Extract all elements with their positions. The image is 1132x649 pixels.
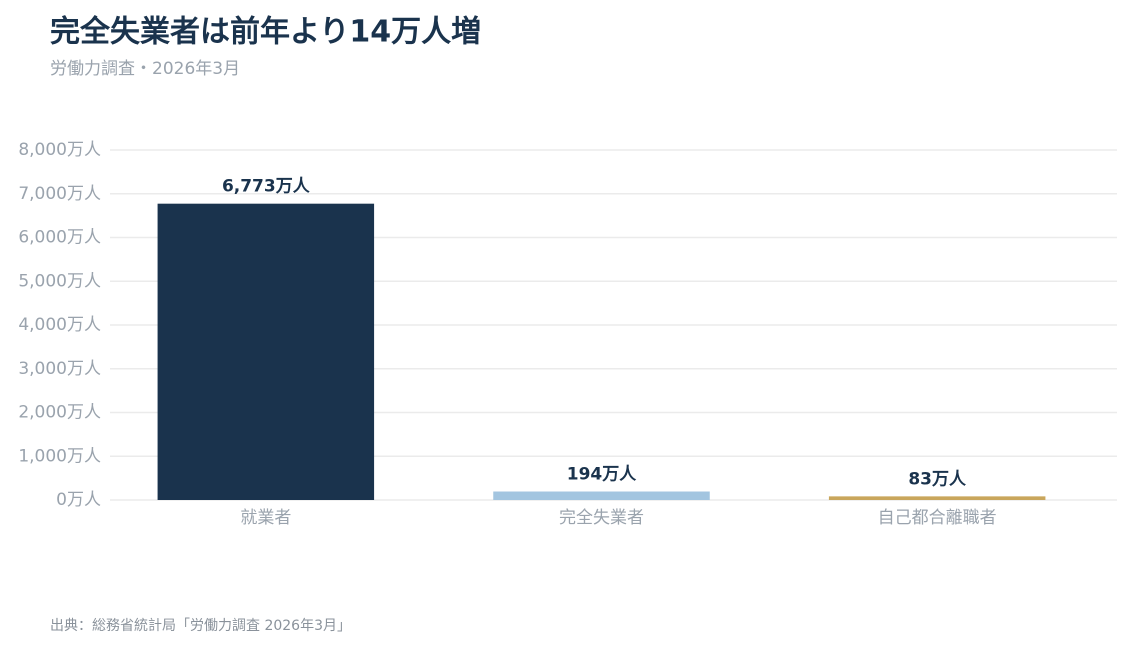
y-tick-label: 2,000万人 xyxy=(18,403,101,423)
x-tick-label: 就業者 xyxy=(240,508,291,528)
value-label: 83万人 xyxy=(908,469,967,489)
y-tick-label: 6,000万人 xyxy=(18,228,101,248)
x-tick-label: 自己都合離職者 xyxy=(878,508,997,528)
y-tick-label: 5,000万人 xyxy=(18,271,101,291)
bar xyxy=(493,491,710,500)
bar xyxy=(157,203,375,500)
value-label: 6,773万人 xyxy=(222,177,311,197)
value-label: 194万人 xyxy=(567,465,637,485)
y-tick-label: 8,000万人 xyxy=(18,140,101,160)
y-tick-label: 1,000万人 xyxy=(18,446,101,466)
bar xyxy=(828,496,1046,500)
chart-subtitle: 労働力調査・2026年3月 xyxy=(50,59,240,79)
y-tick-label: 0万人 xyxy=(56,490,101,510)
y-tick-label: 7,000万人 xyxy=(18,184,101,204)
y-tick-label: 3,000万人 xyxy=(18,359,101,379)
chart-title: 完全失業者は前年より14万人増 xyxy=(50,15,481,50)
y-tick-label: 4,000万人 xyxy=(18,315,101,335)
source-note: 出典：総務省統計局「労働力調査 2026年3月」 xyxy=(50,618,351,634)
x-tick-label: 完全失業者 xyxy=(559,508,644,528)
